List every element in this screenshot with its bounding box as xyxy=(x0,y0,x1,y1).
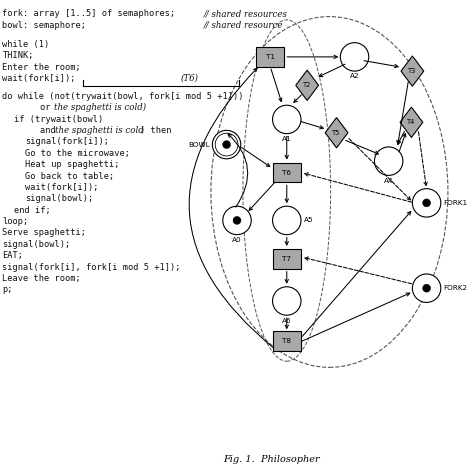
Circle shape xyxy=(273,287,301,315)
Text: T4: T4 xyxy=(407,119,416,125)
Text: Fig. 1.  Philosopher: Fig. 1. Philosopher xyxy=(223,455,319,464)
Text: Go back to table;: Go back to table; xyxy=(25,172,114,181)
Text: wait(fork[i]);: wait(fork[i]); xyxy=(2,74,76,83)
Circle shape xyxy=(212,130,241,159)
Circle shape xyxy=(412,274,441,302)
Text: while (1): while (1) xyxy=(2,40,50,49)
Text: T5: T5 xyxy=(332,130,341,136)
Text: Leave the room;: Leave the room; xyxy=(2,274,81,283)
Text: // shared resources: // shared resources xyxy=(204,9,288,18)
Text: signal(bowl);: signal(bowl); xyxy=(2,240,71,249)
Text: Enter the room;: Enter the room; xyxy=(2,63,81,72)
Text: end if;: end if; xyxy=(14,206,51,215)
Text: T3: T3 xyxy=(408,68,417,74)
Circle shape xyxy=(423,284,430,292)
Text: and: and xyxy=(40,126,61,135)
Circle shape xyxy=(412,189,441,217)
Text: Heat up spaghetti;: Heat up spaghetti; xyxy=(25,160,119,169)
Text: bowl: semaphore;: bowl: semaphore; xyxy=(2,21,86,30)
Text: A5: A5 xyxy=(304,218,313,223)
Circle shape xyxy=(273,206,301,235)
Bar xyxy=(273,331,301,351)
Bar xyxy=(273,163,301,182)
Text: T7: T7 xyxy=(283,256,291,262)
Text: if (trywait(bowl): if (trywait(bowl) xyxy=(14,115,103,124)
Text: loop;: loop; xyxy=(2,217,28,226)
Text: A0: A0 xyxy=(232,237,242,243)
Bar xyxy=(256,47,284,67)
Text: the spaghetti is cold: the spaghetti is cold xyxy=(55,126,143,135)
Text: Serve spaghetti;: Serve spaghetti; xyxy=(2,228,86,237)
Text: ) then: ) then xyxy=(140,126,171,135)
Text: T2: T2 xyxy=(303,82,311,88)
Text: wait(fork[i]);: wait(fork[i]); xyxy=(25,183,99,192)
Text: THINK;: THINK; xyxy=(2,51,34,60)
Polygon shape xyxy=(400,107,423,137)
Text: EAT;: EAT; xyxy=(2,251,23,260)
Text: signal(fork[i]);: signal(fork[i]); xyxy=(25,137,109,146)
Text: or: or xyxy=(40,103,56,112)
Text: A1: A1 xyxy=(282,136,292,142)
Text: fork: array [1..5] of semaphores;: fork: array [1..5] of semaphores; xyxy=(2,9,176,18)
Circle shape xyxy=(340,43,369,71)
Bar xyxy=(273,249,301,269)
Text: T8: T8 xyxy=(283,338,291,344)
Circle shape xyxy=(273,105,301,134)
Text: p;: p; xyxy=(2,285,13,294)
Text: FORK2: FORK2 xyxy=(444,285,468,291)
Text: A2: A2 xyxy=(350,73,359,80)
Text: the spaghetti is cold): the spaghetti is cold) xyxy=(54,103,146,112)
Text: // shared resource: // shared resource xyxy=(204,21,283,30)
Text: signal(bowl);: signal(bowl); xyxy=(25,194,93,203)
Text: A6: A6 xyxy=(282,318,292,324)
Text: T1: T1 xyxy=(266,54,274,60)
Polygon shape xyxy=(401,56,424,86)
Text: Go to the microwave;: Go to the microwave; xyxy=(25,149,130,158)
Text: do while (not(trywait(bowl, fork[i mod 5 +1])): do while (not(trywait(bowl, fork[i mod 5… xyxy=(2,92,244,101)
Text: T6: T6 xyxy=(283,170,291,175)
Polygon shape xyxy=(325,118,348,148)
Circle shape xyxy=(223,141,230,148)
Text: A4: A4 xyxy=(384,178,393,184)
Circle shape xyxy=(423,199,430,207)
Polygon shape xyxy=(296,70,319,100)
Text: BOWL: BOWL xyxy=(188,142,210,147)
Text: (T6): (T6) xyxy=(180,74,198,83)
Text: FORK1: FORK1 xyxy=(444,200,468,206)
Circle shape xyxy=(374,147,403,175)
Text: signal(fork[i], fork[i mod 5 +1]);: signal(fork[i], fork[i mod 5 +1]); xyxy=(2,263,181,272)
Circle shape xyxy=(233,217,241,224)
Circle shape xyxy=(223,206,251,235)
